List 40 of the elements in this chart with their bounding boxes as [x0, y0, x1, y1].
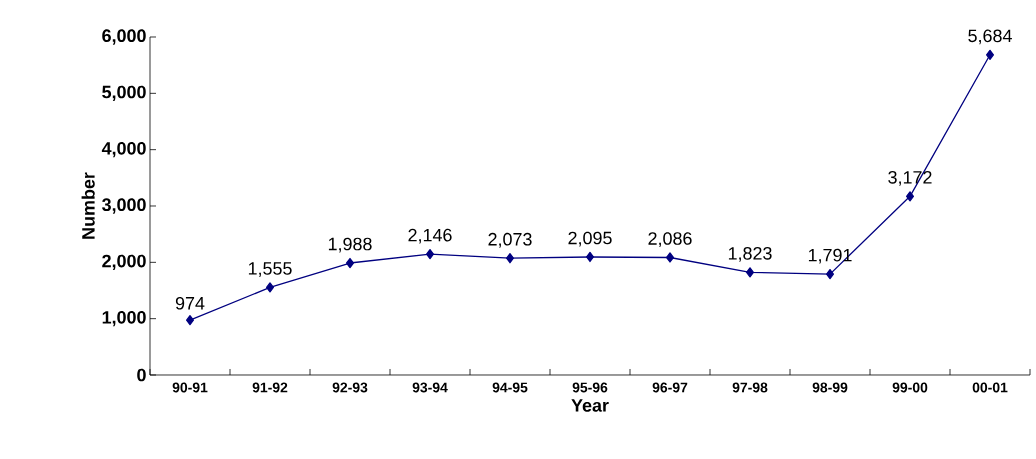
point: [505, 253, 515, 264]
x-tick-label: 98-99: [812, 382, 848, 393]
x-tick-label: 93-94: [412, 382, 448, 393]
point: [345, 257, 355, 269]
y-tick-label: 3,000: [102, 198, 146, 214]
data-label: 1,823: [728, 246, 772, 262]
y-tick-label: 6,000: [102, 29, 146, 45]
x-tick-label: 95-96: [572, 382, 608, 393]
x-tick-label: 99-00: [892, 382, 928, 393]
data-label: 2,073: [488, 232, 532, 248]
x-tick-label: 94-95: [492, 382, 528, 393]
y-axis-title: Number: [81, 172, 95, 239]
point: [185, 315, 195, 326]
y-tick-label: 0: [137, 368, 146, 382]
point: [826, 268, 835, 280]
x-tick-label: 97-98: [732, 382, 768, 393]
data-label: 1,555: [248, 262, 292, 277]
x-axis-title: Year: [571, 399, 609, 412]
point: [425, 248, 435, 260]
x-tick-label: 90-91: [172, 382, 208, 393]
data-label: 974: [175, 296, 205, 310]
y-tick-label: 4,000: [101, 142, 146, 158]
x-tick-label: 00-01: [972, 382, 1008, 393]
data-label: 2,086: [648, 232, 692, 247]
y-tick-label: 5,000: [102, 85, 146, 101]
x-tick-label: 92-93: [332, 382, 368, 393]
point: [265, 282, 275, 293]
y-tick-label: 2,000: [102, 254, 146, 270]
point: [665, 252, 675, 263]
data-label: 1,988: [328, 237, 372, 253]
point: [745, 267, 755, 278]
x-tick-label: 96-97: [652, 382, 688, 393]
data-label: 2,146: [408, 228, 452, 244]
point: [986, 49, 995, 60]
data-label: 5,684: [968, 29, 1012, 45]
x-tick-label: 91-92: [252, 382, 288, 393]
point: [906, 191, 915, 202]
data-label: 2,095: [568, 231, 612, 247]
point: [585, 251, 595, 263]
y-tick-label: 1,000: [102, 311, 146, 327]
